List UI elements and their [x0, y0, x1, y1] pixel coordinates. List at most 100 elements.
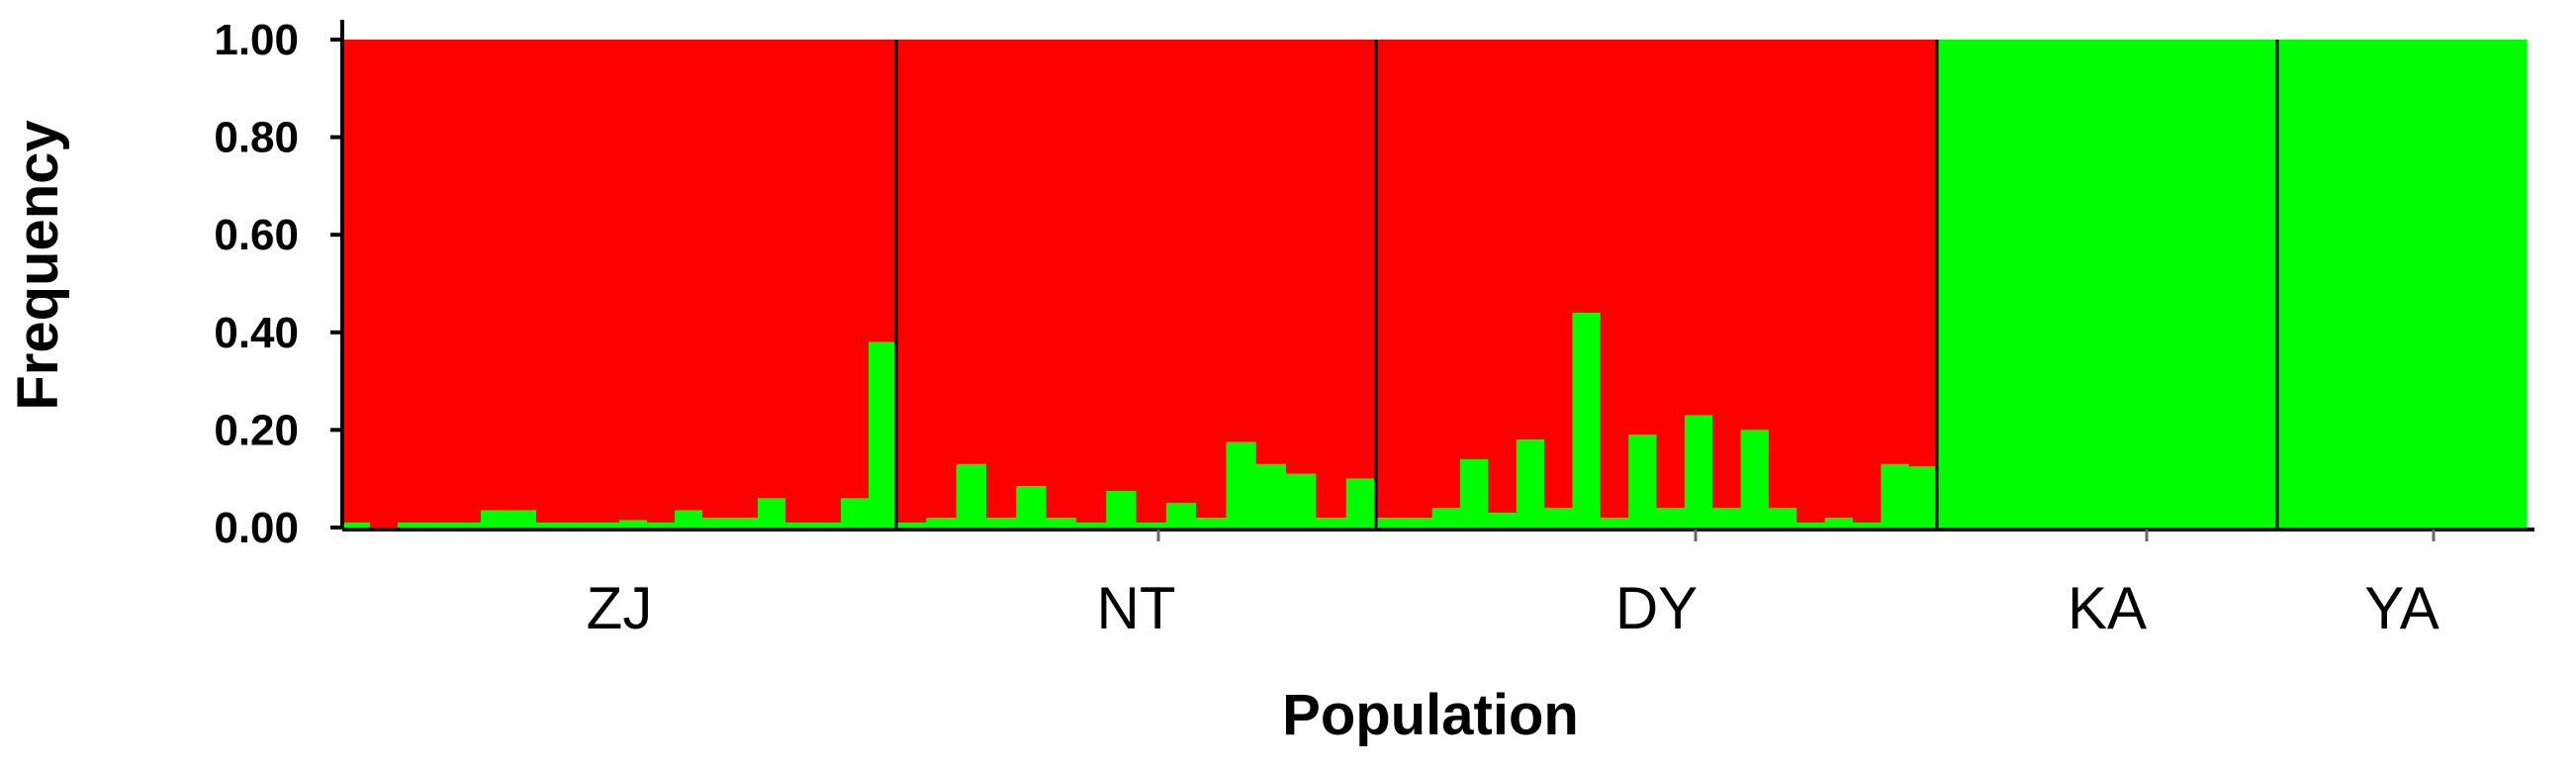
bar-green-nt-3	[985, 518, 1017, 528]
x-axis-title: Population	[1282, 683, 1579, 747]
bar-green-ya-0	[2277, 40, 2528, 528]
bar-red-dy-4	[1488, 40, 1518, 514]
population-labels: ZJ NT DY KA YA	[587, 575, 2439, 641]
bar-red-nt-10	[1196, 40, 1228, 519]
bar-red-nt-13	[1286, 40, 1317, 474]
bar-red-dy-14	[1768, 40, 1797, 509]
bar-red-nt-15	[1345, 40, 1377, 479]
bar-green-dy-10	[1656, 508, 1686, 528]
bar-red-dy-7	[1572, 40, 1602, 314]
bar-green-zj-2	[398, 523, 426, 528]
bar-red-dy-3	[1460, 40, 1489, 459]
bar-red-zj-16	[785, 40, 814, 524]
bar-green-dy-5	[1516, 439, 1545, 528]
bar-red-dy-12	[1712, 40, 1742, 509]
bar-green-dy-13	[1740, 430, 1770, 528]
bar-red-dy-10	[1656, 40, 1686, 509]
bar-red-zj-17	[813, 40, 842, 524]
bar-red-zj-1	[370, 40, 399, 528]
bar-red-dy-6	[1544, 40, 1574, 509]
bar-green-zj-19	[869, 341, 897, 528]
bar-green-dy-12	[1712, 508, 1742, 528]
bar-red-zj-15	[758, 40, 786, 499]
bar-red-dy-18	[1881, 40, 1910, 464]
bar-green-dy-16	[1824, 518, 1854, 528]
bar-green-nt-7	[1106, 491, 1138, 528]
y-tick-label-3: 0.60	[214, 211, 299, 259]
bar-green-dy-11	[1684, 415, 1713, 528]
bar-red-nt-2	[956, 40, 987, 464]
bar-green-dy-18	[1881, 463, 1910, 528]
bar-red-nt-12	[1255, 40, 1287, 464]
bar-red-zj-8	[564, 40, 593, 524]
bar-green-ka-0	[1937, 40, 2278, 528]
bar-red-zj-3	[425, 40, 454, 524]
bar-red-dy-13	[1740, 40, 1770, 431]
bar-green-nt-12	[1255, 463, 1287, 528]
bar-green-zj-0	[342, 523, 371, 528]
bar-green-dy-0	[1376, 518, 1405, 528]
bar-green-zj-17	[813, 523, 842, 528]
bar-green-dy-1	[1404, 518, 1433, 528]
bar-green-zj-7	[536, 523, 565, 528]
bar-green-dy-15	[1796, 523, 1826, 528]
bar-red-dy-9	[1628, 40, 1658, 435]
bar-green-zj-11	[647, 523, 676, 528]
y-axis-title: Frequency	[6, 120, 70, 410]
bar-green-nt-5	[1046, 518, 1077, 528]
bar-green-nt-8	[1136, 523, 1167, 528]
bar-red-zj-19	[869, 40, 897, 342]
bar-green-dy-3	[1460, 458, 1489, 528]
plot-bars	[342, 40, 2528, 528]
y-ticks: 0.00 0.20 0.40 0.60 0.80 1.00	[214, 16, 342, 552]
bar-red-dy-16	[1824, 40, 1854, 519]
bar-red-zj-13	[702, 40, 731, 519]
bar-red-zj-9	[592, 40, 620, 524]
bar-red-dy-11	[1684, 40, 1713, 416]
y-tick-label-5: 1.00	[214, 16, 299, 64]
population-label-dy: DY	[1615, 575, 1698, 641]
bar-green-zj-5	[481, 510, 509, 528]
bar-red-nt-1	[926, 40, 958, 519]
bar-red-zj-14	[730, 40, 759, 519]
population-label-zj: ZJ	[587, 575, 653, 641]
population-label-ka: KA	[2068, 575, 2147, 641]
bar-red-nt-14	[1316, 40, 1347, 519]
bar-green-dy-7	[1572, 313, 1602, 528]
y-tick-label-0: 0.00	[214, 504, 299, 552]
bar-green-zj-4	[453, 523, 482, 528]
bar-green-nt-6	[1075, 523, 1107, 528]
bar-red-nt-7	[1106, 40, 1138, 492]
bar-green-nt-9	[1165, 503, 1197, 528]
bar-red-nt-6	[1075, 40, 1107, 524]
bar-red-zj-0	[342, 40, 371, 524]
bar-red-zj-7	[536, 40, 565, 524]
bar-red-nt-8	[1136, 40, 1167, 524]
y-tick-label-4: 0.80	[214, 114, 299, 162]
bar-green-zj-13	[702, 518, 731, 528]
axes	[340, 20, 2534, 541]
bar-red-nt-0	[896, 40, 927, 524]
bar-red-nt-9	[1165, 40, 1197, 504]
bar-green-nt-10	[1196, 518, 1228, 528]
y-tick-label-1: 0.20	[214, 406, 299, 454]
bar-red-dy-15	[1796, 40, 1826, 524]
bar-green-zj-16	[785, 523, 814, 528]
bar-red-dy-19	[1908, 40, 1938, 467]
bar-green-nt-2	[956, 463, 987, 528]
bar-green-nt-15	[1345, 478, 1377, 528]
bar-red-zj-10	[619, 40, 648, 521]
bar-red-zj-12	[675, 40, 703, 511]
bar-red-zj-11	[647, 40, 676, 524]
bar-green-zj-12	[675, 510, 703, 528]
bar-red-nt-4	[1016, 40, 1048, 487]
bar-red-dy-8	[1600, 40, 1629, 519]
bar-green-nt-0	[896, 523, 927, 528]
bar-green-dy-9	[1628, 434, 1658, 528]
population-dividers	[894, 40, 2279, 528]
bar-green-nt-11	[1226, 441, 1257, 528]
bar-green-zj-3	[425, 523, 454, 528]
bar-red-dy-1	[1404, 40, 1433, 519]
